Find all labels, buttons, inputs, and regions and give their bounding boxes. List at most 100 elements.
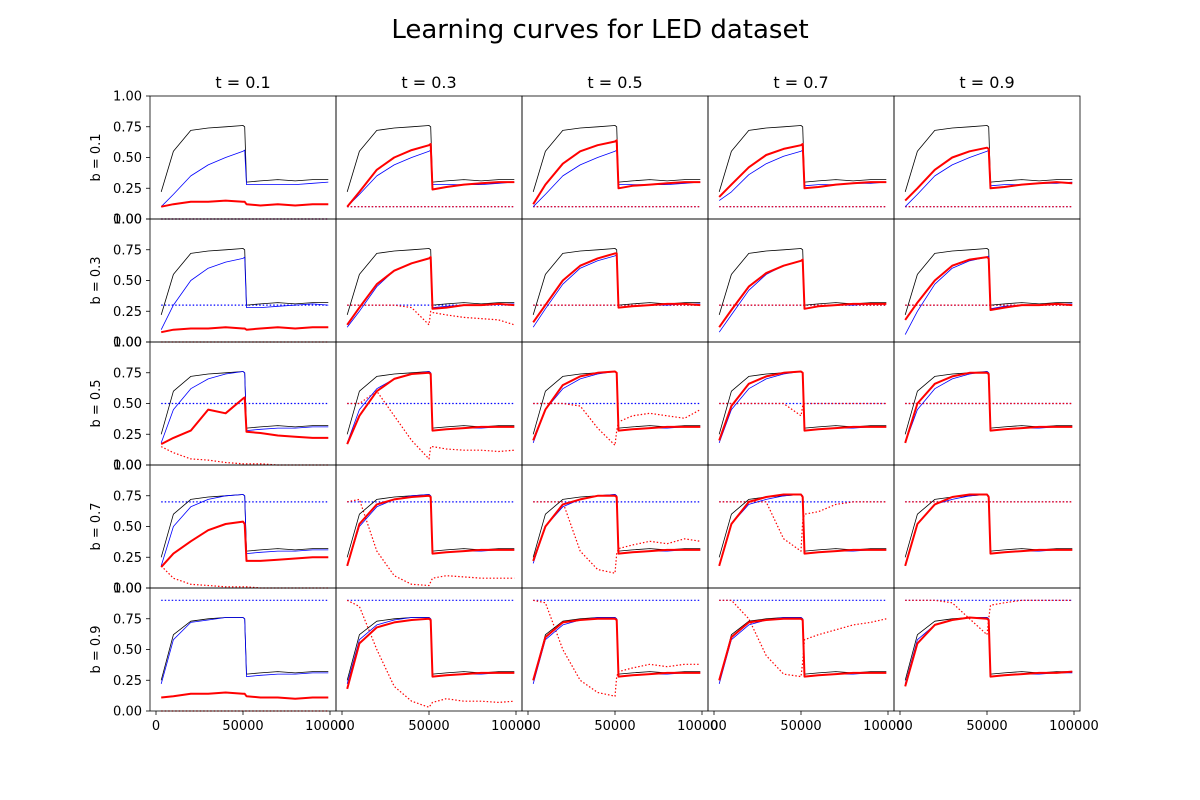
col-title-t-0-7: t = 0.7 bbox=[773, 73, 828, 92]
series-red-dotted-line bbox=[346, 599, 515, 708]
panel-frame bbox=[149, 218, 337, 343]
series-red-dotted-line bbox=[533, 599, 701, 697]
x-tick-label: 100000 bbox=[1049, 719, 1099, 734]
x-tick-label: 0 bbox=[152, 719, 160, 734]
panel-frame bbox=[521, 464, 709, 589]
series-red-line bbox=[346, 371, 515, 445]
col-title-t-0-9: t = 0.9 bbox=[959, 73, 1014, 92]
y-tick-label: 0.00 bbox=[113, 705, 142, 720]
panel-b-0-1-t-0-1 bbox=[149, 95, 337, 220]
series-black-line bbox=[532, 125, 701, 193]
row-label-b-0-5: b = 0.5 bbox=[89, 379, 104, 427]
panel-b-0-9-t-0-1 bbox=[149, 587, 337, 712]
x-tick-label: 100000 bbox=[305, 719, 355, 734]
series-red-line bbox=[346, 256, 515, 326]
series-red-line bbox=[160, 199, 329, 208]
series-black-line bbox=[160, 248, 329, 316]
panel-frame bbox=[521, 218, 709, 343]
series-blue-line bbox=[160, 494, 329, 567]
y-tick-label: 0.25 bbox=[113, 428, 142, 443]
series-red-dotted-line bbox=[347, 498, 515, 587]
series-red-line bbox=[160, 396, 329, 445]
panel-b-0-3-t-0-5 bbox=[521, 218, 709, 343]
x-tick-label: 50000 bbox=[780, 719, 821, 734]
series-red-dotted-line bbox=[160, 446, 329, 466]
x-tick-label: 0 bbox=[896, 719, 904, 734]
series-red-line bbox=[160, 326, 329, 334]
y-tick-label: 0.25 bbox=[113, 305, 142, 320]
y-tick-label: 0.50 bbox=[113, 397, 142, 412]
series-black-line bbox=[160, 125, 329, 193]
x-tick-label: 100000 bbox=[863, 719, 913, 734]
panel-b-0-1-t-0-3 bbox=[335, 95, 523, 220]
y-tick-label: 0.00 bbox=[113, 336, 142, 351]
x-tick-label: 50000 bbox=[408, 719, 449, 734]
series-red-line bbox=[904, 146, 1073, 202]
panel-frame bbox=[521, 95, 709, 220]
y-tick-label: 0.25 bbox=[113, 551, 142, 566]
series-black-line bbox=[718, 125, 887, 193]
panel-b-0-5-t-0-3 bbox=[335, 341, 523, 466]
y-tick-label: 0.00 bbox=[113, 582, 142, 597]
y-tick-label: 0.75 bbox=[113, 120, 142, 135]
panel-frame bbox=[707, 95, 895, 220]
y-tick-label: 1.00 bbox=[113, 582, 142, 597]
panel-frame bbox=[335, 464, 523, 589]
panel-frame bbox=[335, 95, 523, 220]
panel-b-0-5-t-0-1 bbox=[149, 341, 337, 466]
series-red-line bbox=[346, 617, 515, 690]
series-red-line bbox=[718, 617, 887, 681]
series-red-line bbox=[718, 493, 887, 567]
panel-frame bbox=[149, 587, 337, 712]
series-red-line bbox=[532, 494, 701, 562]
panel-b-0-3-t-0-3 bbox=[335, 218, 523, 343]
y-tick-label: 0.00 bbox=[113, 459, 142, 474]
y-tick-label: 0.50 bbox=[113, 274, 142, 289]
y-tick-label: 0.50 bbox=[113, 643, 142, 658]
series-red-line bbox=[161, 691, 329, 700]
panel-frame bbox=[335, 587, 523, 712]
col-title-t-0-3: t = 0.3 bbox=[401, 73, 456, 92]
row-label-b-0-1: b = 0.1 bbox=[89, 133, 104, 181]
panel-b-0-1-t-0-5 bbox=[521, 95, 709, 220]
col-title-t-0-5: t = 0.5 bbox=[587, 73, 642, 92]
y-tick-label: 0.00 bbox=[113, 213, 142, 228]
panel-b-0-5-t-0-5 bbox=[521, 341, 709, 466]
panel-b-0-1-t-0-9 bbox=[893, 95, 1081, 220]
panel-b-0-7-t-0-7 bbox=[707, 464, 895, 589]
panel-frame bbox=[893, 95, 1081, 220]
series-blue-line bbox=[160, 149, 329, 207]
series-red-line bbox=[532, 370, 701, 441]
y-tick-label: 1.00 bbox=[113, 336, 142, 351]
panel-b-0-9-t-0-3 bbox=[335, 587, 523, 712]
series-red-line bbox=[718, 143, 887, 198]
panel-frame bbox=[149, 464, 337, 589]
series-red-dotted-line bbox=[533, 501, 701, 574]
series-red-line bbox=[532, 252, 701, 323]
x-tick-label: 50000 bbox=[222, 719, 263, 734]
y-tick-label: 0.75 bbox=[113, 489, 142, 504]
panel-frame bbox=[893, 587, 1081, 712]
series-red-dotted-line bbox=[347, 390, 515, 460]
x-tick-label: 100000 bbox=[491, 719, 541, 734]
x-tick-label: 0 bbox=[710, 719, 718, 734]
panel-b-0-7-t-0-3 bbox=[335, 464, 523, 589]
panel-b-0-3-t-0-1 bbox=[149, 218, 337, 343]
figure-title: Learning curves for LED dataset bbox=[391, 15, 808, 45]
panel-b-0-9-t-0-9 bbox=[893, 587, 1081, 712]
panel-frame bbox=[893, 464, 1081, 589]
y-tick-label: 1.00 bbox=[113, 213, 142, 228]
series-red-dotted-line bbox=[719, 402, 887, 417]
panel-b-0-1-t-0-7 bbox=[707, 95, 895, 220]
y-tick-label: 0.75 bbox=[113, 366, 142, 381]
row-label-b-0-9: b = 0.9 bbox=[89, 625, 104, 673]
panel-b-0-9-t-0-7 bbox=[707, 587, 895, 712]
x-tick-label: 100000 bbox=[677, 719, 727, 734]
series-red-line bbox=[718, 370, 887, 441]
series-blue-line bbox=[160, 371, 329, 444]
series-red-line bbox=[160, 520, 329, 568]
panel-frame bbox=[707, 218, 895, 343]
panel-frame bbox=[149, 95, 337, 220]
x-tick-label: 0 bbox=[524, 719, 532, 734]
series-red-line bbox=[346, 494, 515, 567]
